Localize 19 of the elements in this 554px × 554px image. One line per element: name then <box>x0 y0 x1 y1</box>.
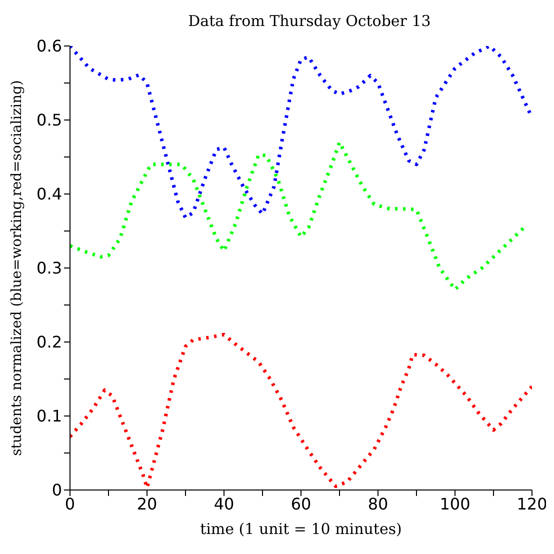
y-tick-label: 0.1 <box>36 406 62 426</box>
y-tick-label: 0.6 <box>36 36 62 56</box>
x-axis-title: time (1 unit = 10 minutes) <box>200 520 402 538</box>
x-tick-label: 120 <box>516 494 548 514</box>
y-axis-title: students normalized (blue=working,red=socializing) <box>8 80 25 456</box>
y-tick-label: 0 <box>52 480 62 500</box>
x-tick-label: 80 <box>368 494 388 514</box>
y-tick-label: 0.2 <box>36 332 62 352</box>
chart-title: Data from Thursday October 13 <box>187 12 432 30</box>
x-tick-label: 100 <box>440 494 470 514</box>
x-tick-label: 40 <box>214 494 234 514</box>
y-tick-label: 0.4 <box>36 184 62 204</box>
line-series <box>70 140 526 292</box>
x-tick-label: 20 <box>136 494 158 514</box>
line-series <box>70 46 532 220</box>
x-tick-label: 0 <box>64 494 76 514</box>
y-tick-label: 0.5 <box>36 110 62 130</box>
y-tick-label: 0.3 <box>36 258 62 278</box>
x-tick-label: 60 <box>290 494 312 514</box>
